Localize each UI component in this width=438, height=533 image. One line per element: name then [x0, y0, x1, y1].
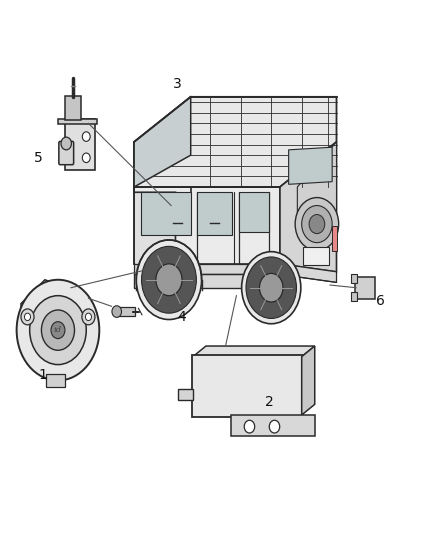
- Text: 4: 4: [178, 310, 187, 324]
- Circle shape: [269, 420, 280, 433]
- Polygon shape: [239, 192, 269, 232]
- Polygon shape: [134, 97, 336, 187]
- Circle shape: [30, 296, 86, 365]
- Circle shape: [302, 206, 332, 243]
- Circle shape: [85, 313, 92, 320]
- Polygon shape: [280, 264, 336, 282]
- FancyBboxPatch shape: [46, 374, 65, 387]
- FancyBboxPatch shape: [332, 226, 337, 251]
- Circle shape: [242, 252, 301, 324]
- FancyBboxPatch shape: [116, 307, 134, 317]
- Circle shape: [244, 420, 254, 433]
- FancyBboxPatch shape: [351, 293, 357, 302]
- Polygon shape: [289, 147, 332, 184]
- FancyBboxPatch shape: [59, 141, 74, 165]
- Polygon shape: [197, 192, 232, 235]
- Polygon shape: [280, 142, 336, 272]
- Text: 2: 2: [265, 395, 273, 409]
- Circle shape: [21, 309, 34, 325]
- Circle shape: [295, 198, 339, 251]
- Text: id: id: [54, 326, 62, 334]
- Circle shape: [246, 257, 297, 318]
- Circle shape: [82, 153, 90, 163]
- Circle shape: [112, 306, 121, 317]
- Polygon shape: [134, 142, 176, 298]
- Circle shape: [82, 132, 90, 141]
- Circle shape: [61, 137, 71, 150]
- FancyBboxPatch shape: [351, 274, 357, 283]
- Polygon shape: [231, 415, 315, 436]
- FancyBboxPatch shape: [65, 96, 81, 120]
- Circle shape: [51, 321, 65, 338]
- Text: 3: 3: [173, 77, 182, 91]
- Polygon shape: [134, 187, 280, 264]
- Circle shape: [259, 273, 283, 302]
- Polygon shape: [193, 346, 315, 357]
- Polygon shape: [141, 192, 191, 235]
- Polygon shape: [302, 346, 315, 415]
- Circle shape: [141, 246, 196, 313]
- FancyBboxPatch shape: [191, 355, 303, 417]
- Polygon shape: [178, 389, 193, 400]
- Text: 6: 6: [376, 294, 385, 308]
- Polygon shape: [297, 142, 336, 214]
- FancyBboxPatch shape: [303, 247, 328, 265]
- Polygon shape: [134, 97, 191, 187]
- Polygon shape: [58, 119, 97, 124]
- Circle shape: [17, 280, 99, 381]
- Circle shape: [42, 310, 74, 350]
- Text: 1: 1: [38, 368, 47, 382]
- Polygon shape: [21, 280, 82, 338]
- Circle shape: [82, 309, 95, 325]
- Circle shape: [156, 264, 182, 296]
- FancyBboxPatch shape: [65, 119, 95, 170]
- Text: 5: 5: [34, 151, 43, 165]
- Polygon shape: [134, 274, 280, 288]
- Circle shape: [309, 215, 325, 233]
- Circle shape: [136, 240, 201, 319]
- Circle shape: [25, 313, 31, 320]
- Polygon shape: [134, 264, 280, 274]
- FancyBboxPatch shape: [355, 277, 375, 299]
